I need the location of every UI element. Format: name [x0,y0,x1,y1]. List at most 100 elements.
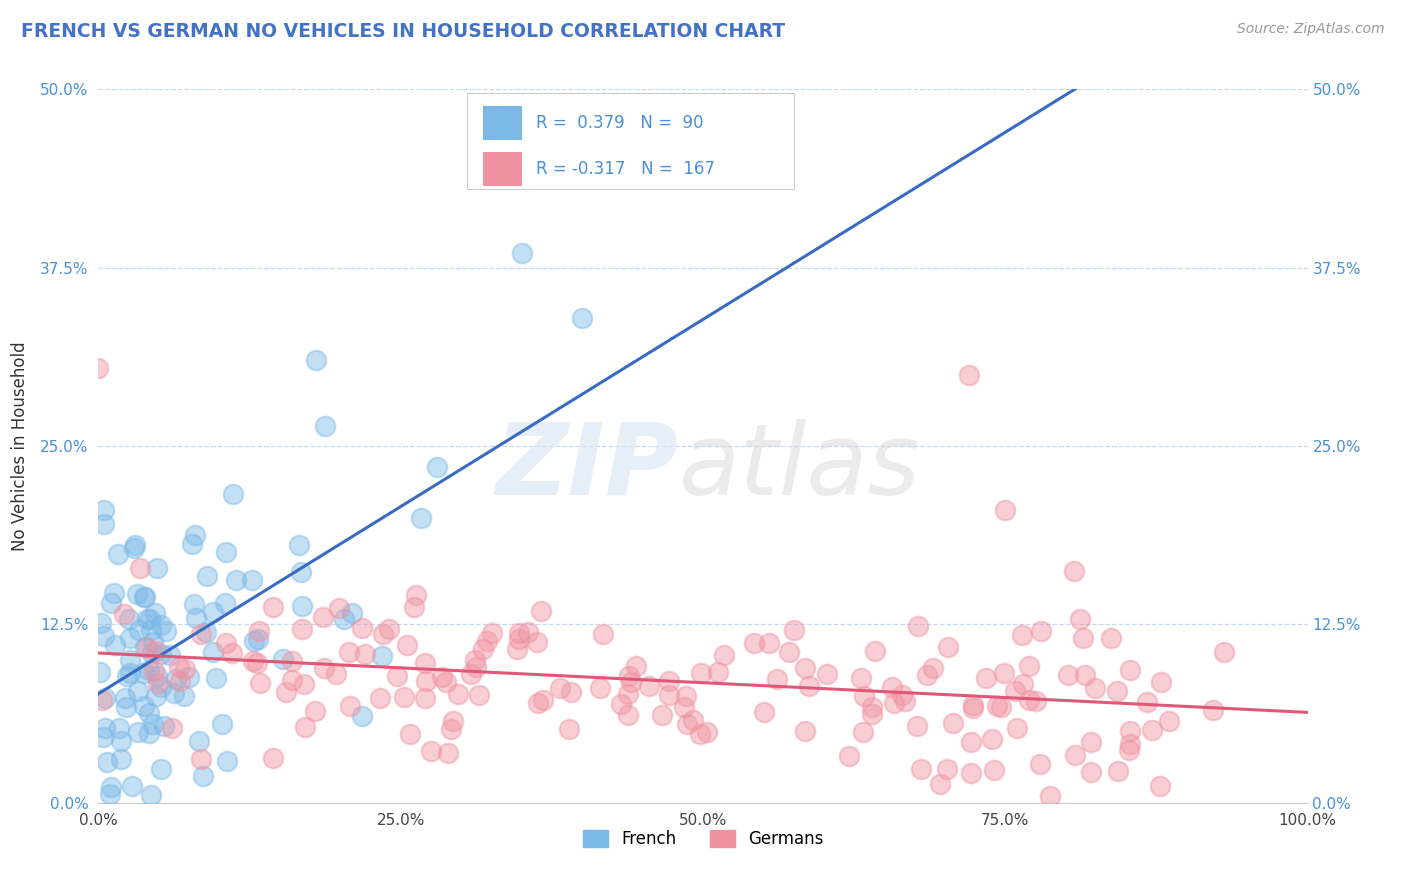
Point [371,648,394,663]
Point [658,688,681,702]
Point [437,746,460,760]
Point [529,604,551,618]
Point [352,621,374,635]
Point [143,606,166,620]
Point [145,644,167,658]
Point [426,460,449,475]
Point [744,636,766,650]
Point [138,706,160,720]
Point [1073,632,1095,646]
Point [942,716,965,731]
Point [1119,723,1142,738]
Point [262,750,284,764]
Point [1136,695,1159,709]
Point [1063,564,1085,578]
Point [571,310,593,325]
Point [181,536,204,550]
Point [87,360,110,375]
Point [508,632,530,647]
Point [127,725,149,739]
Point [526,635,548,649]
Point [676,717,699,731]
Point [281,673,304,688]
Point [778,645,800,659]
Point [527,696,550,710]
Point [638,679,661,693]
Text: FRENCH VS GERMAN NO VEHICLES IN HOUSEHOLD CORRELATION CHART: FRENCH VS GERMAN NO VEHICLES IN HOUSEHOL… [21,22,785,41]
Point [1056,668,1078,682]
Point [471,642,494,657]
Point [432,670,454,684]
Point [190,626,212,640]
Point [395,638,418,652]
Point [883,696,905,710]
Point [146,561,169,575]
Point [411,511,433,525]
Point [993,666,1015,681]
Point [1029,757,1052,772]
Point [592,627,614,641]
Point [446,687,468,701]
Point [983,764,1005,778]
Point [1118,743,1140,757]
Point [201,605,224,619]
Point [1004,683,1026,698]
Point [94,691,117,706]
Point [1157,714,1180,728]
Point [312,609,335,624]
Point [247,632,270,646]
Text: R =  0.379   N =  90: R = 0.379 N = 90 [536,114,703,132]
Point [1149,780,1171,794]
Point [242,654,264,668]
Point [368,690,391,705]
Point [557,722,579,736]
Point [141,717,163,731]
Y-axis label: No Vehicles in Household: No Vehicles in Household [11,341,30,551]
Point [135,640,157,655]
Point [314,418,336,433]
Point [134,640,156,654]
Point [815,667,838,681]
Point [146,676,169,690]
Point [160,721,183,735]
Point [215,545,238,559]
Point [215,636,238,650]
Point [174,661,197,675]
Point [225,573,247,587]
Point [460,666,482,681]
Point [93,503,115,517]
Point [1202,702,1225,716]
Text: ZIP: ZIP [496,419,679,516]
Point [93,629,115,643]
Point [291,599,314,613]
Point [337,645,360,659]
Point [142,635,165,649]
Text: R = -0.317   N =  167: R = -0.317 N = 167 [536,161,716,178]
Point [619,669,641,683]
Point [153,719,176,733]
Point [1150,674,1173,689]
Point [150,680,173,694]
Point [1012,677,1035,691]
Point [139,624,162,638]
Point [1018,692,1040,706]
Point [104,638,127,652]
Point [146,669,169,683]
Point [114,607,136,621]
Point [475,634,498,648]
Point [962,701,984,715]
Point [121,779,143,793]
Point [96,755,118,769]
Point [378,622,401,636]
Point [129,561,152,575]
Point [415,673,437,688]
Point [682,714,704,728]
Point [624,658,647,673]
Point [242,573,264,587]
Point [215,755,238,769]
Point [517,625,540,640]
Point [880,681,903,695]
Point [132,698,155,713]
Point [145,689,167,703]
Point [138,663,160,677]
